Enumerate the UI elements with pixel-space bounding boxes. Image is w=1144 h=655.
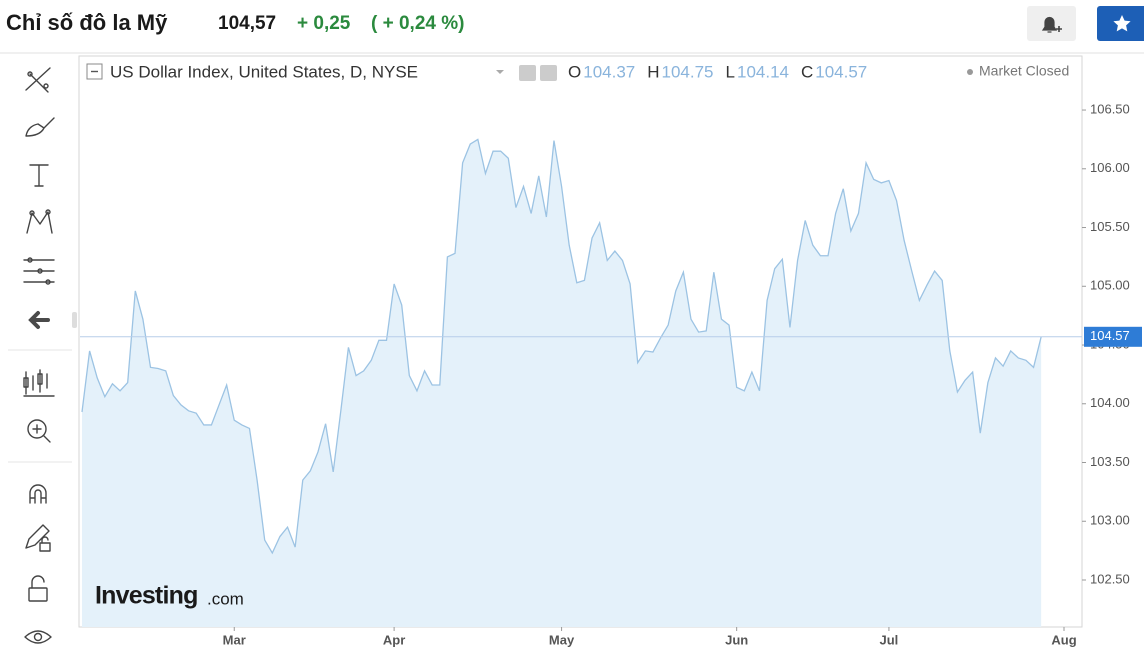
indicator-tool[interactable]	[23, 369, 55, 397]
compare-button[interactable]	[540, 65, 557, 81]
y-tick-label: 102.50	[1090, 571, 1130, 586]
settings-button[interactable]	[519, 65, 536, 81]
x-tick-label: Apr	[383, 632, 405, 647]
y-tick-label: 103.00	[1090, 513, 1130, 528]
x-tick-label: May	[549, 632, 575, 647]
x-tick-label: Jul	[880, 632, 899, 647]
brush-tool[interactable]	[25, 117, 55, 137]
watchlist-button[interactable]	[1097, 6, 1144, 41]
chart-title: US Dollar Index, United States, D, NYSE	[110, 62, 418, 81]
price: 104,57	[218, 13, 276, 34]
text-tool[interactable]	[29, 164, 49, 187]
y-tick-label: 106.00	[1090, 160, 1130, 175]
magnet-tool[interactable]	[29, 484, 47, 504]
ohlc: O 104.37 H 104.75 L 104.14 C 104.57	[568, 62, 867, 81]
zoom-tool[interactable]	[27, 419, 51, 443]
ohlc-label: H	[647, 62, 659, 81]
ohlc-value: 104.57	[815, 62, 867, 81]
fib-tool[interactable]	[23, 257, 55, 285]
trend-tool[interactable]	[25, 67, 51, 93]
price-line	[81, 138, 1042, 555]
toolbar	[8, 67, 77, 644]
area-fill	[82, 139, 1042, 628]
status-dot	[967, 69, 973, 75]
current-price-label: 104.57	[1090, 328, 1130, 343]
y-tick-label: 104.00	[1090, 395, 1130, 410]
ohlc-value: 104.37	[583, 62, 635, 81]
x-tick-label: Mar	[223, 632, 246, 647]
change: + 0,25	[297, 13, 351, 34]
ohlc-label: O	[568, 62, 581, 81]
pattern-tool[interactable]	[26, 209, 53, 234]
y-tick-label: 106.50	[1090, 101, 1130, 116]
y-tick-label: 105.50	[1090, 219, 1130, 234]
plot	[80, 138, 1082, 628]
ohlc-label: C	[801, 62, 813, 81]
lock-tool[interactable]	[28, 575, 48, 602]
lock-drawings-tool[interactable]	[25, 524, 51, 552]
symbol-dropdown[interactable]	[496, 70, 504, 74]
resize-handle[interactable]	[72, 312, 77, 328]
watermark-brand: Investing	[95, 582, 198, 610]
collapse-button[interactable]	[28, 311, 50, 329]
alert-button[interactable]	[1027, 6, 1076, 41]
visibility-tool[interactable]	[24, 630, 52, 644]
market-status: Market Closed	[979, 63, 1069, 79]
y-tick-label: 103.50	[1090, 454, 1130, 469]
y-tick-label: 105.00	[1090, 278, 1130, 293]
ohlc-value: 104.14	[737, 62, 789, 81]
page-title: Chỉ số đô la Mỹ	[6, 10, 168, 35]
x-tick-label: Aug	[1051, 632, 1076, 647]
watermark-suffix: .com	[207, 589, 244, 608]
ohlc-label: L	[726, 62, 735, 81]
ohlc-value: 104.75	[662, 62, 714, 81]
change-percent: ( + 0,24 %)	[371, 13, 464, 34]
x-tick-label: Jun	[725, 632, 748, 647]
current-price-box	[1084, 326, 1142, 347]
